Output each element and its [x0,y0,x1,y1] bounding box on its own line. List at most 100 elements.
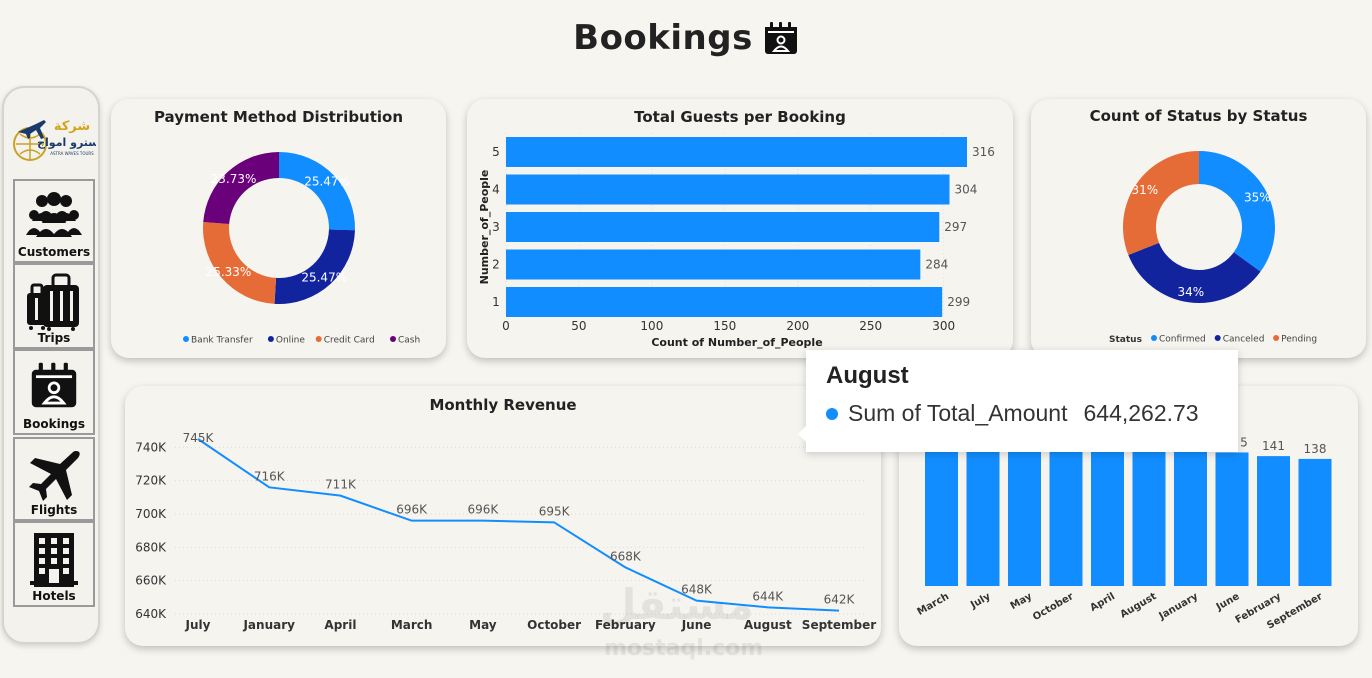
bar-guests-5 [506,137,967,167]
payment-method-card: Payment Method Distribution 25.47% 25.47%… [111,99,446,358]
bar-month-july [966,446,1000,586]
bar-month-october [1049,446,1083,586]
guests-chart-title: Total Guests per Booking [634,108,846,126]
legend-marker [267,336,274,342]
x-tick-label: 0 [502,319,510,333]
x-tick-label: June [681,618,712,632]
legend-marker [390,336,396,342]
x-tick-label: 300 [932,319,955,333]
payment-donut-chart: 25.47% 25.47% 25.33% 23.73% Bank Transfer Onl… [183,152,420,346]
chart-tooltip: August Sum of Total_Amount 644,262.73 [798,350,1238,452]
revenue-chart-title: Monthly Revenue [429,396,577,414]
line-data-label: 745K [183,431,215,445]
revenue-line [197,438,840,612]
status-chart-title: Count of Status by Status [1089,107,1308,125]
bar-month-september [1298,458,1332,586]
bar-guests-2 [506,249,921,280]
luggage-icon [27,273,79,331]
legend-item: Pending [1281,335,1317,345]
nav-hotels-label: Hotels [32,589,76,603]
nav-bookings-label: Bookings [22,417,85,431]
y-tick-label: 640K [135,607,167,621]
y-tick-label: 680K [135,540,167,554]
line-data-label: 644K [752,589,784,603]
company-logo: شركة أسترو امواج ASTRA WAVES TOURS [13,119,96,161]
line-data-label: 695K [539,504,571,518]
donut-slice-credit-card [203,221,277,304]
line-data-label: 716K [254,469,286,483]
x-tick-label: April [324,618,356,632]
y-tick-label: 1 [492,295,500,309]
nav-flights[interactable]: Flights [13,437,95,521]
x-axis-label: Count of Number_of_People [651,336,822,349]
status-donut-chart: 35% 34% 31% Status Confirmed Canceled Pending [1109,151,1317,345]
bar-data-label: 299 [947,295,970,309]
line-data-label: 696K [396,503,428,517]
legend-item: Online [276,336,305,346]
nav-customers[interactable]: Customers [13,179,95,263]
tooltip-measure: Sum of Total_Amount [848,400,1068,426]
tooltip-series-dot [826,407,838,420]
nav-flights-label: Flights [30,503,78,517]
people-group-icon [26,192,82,237]
x-tick-label: February [595,618,656,632]
donut-data-label: 31% [1131,183,1158,197]
nav-bookings[interactable]: Bookings [13,349,95,435]
line-data-label: 642K [824,593,856,607]
bar-data-label: 297 [944,220,967,234]
nav-trips[interactable]: Trips [13,263,95,349]
watermark-url: mostaql.com [604,636,764,661]
x-tick-label: June [1214,591,1242,614]
calendar-person-icon [764,22,797,54]
tooltip-month: August [826,362,909,389]
x-tick-label: April [1088,591,1117,614]
x-tick-label: January [1156,591,1200,623]
legend-item: Bank Transfer [191,336,253,346]
x-tick-label: 150 [713,319,736,333]
svg-text:أسترو امواج: أسترو امواج [37,135,96,150]
page-title: Bookings [0,18,1372,58]
nav-customers-label: Customers [17,245,91,259]
x-tick-label: October [527,618,581,632]
x-tick-label: August [1118,591,1158,621]
x-tick-label: 200 [786,319,809,333]
y-tick-label: 700K [135,507,167,521]
bar-month-april [1091,446,1124,586]
legend-title: Status [1109,335,1142,345]
watermark: مستقل [600,580,754,629]
nav-hotels[interactable]: Hotels [13,521,95,607]
tooltip-notch [798,426,806,442]
revenue-line-chart: 740K 720K 700K 680K 660K 640K 745K July 716K Janu… [135,431,876,632]
line-data-label: 668K [610,549,642,563]
bar-data-label: 5 [1240,435,1248,449]
bar-guests-4 [506,174,950,205]
x-tick-label: May [469,618,497,632]
x-tick-label: January [242,618,295,632]
nav-trips-label: Trips [37,331,71,345]
bar-data-label: 316 [972,145,995,159]
line-data-label: 696K [467,503,499,517]
donut-slice-confirmed [1199,151,1275,272]
bar-data-label: 284 [925,258,948,272]
line-data-label: 648K [681,583,713,597]
revenue-card: Monthly Revenue 740K 720K 700K 680K 660K 640K… [125,386,881,646]
x-tick-label: 50 [571,319,586,333]
x-tick-label: March [915,591,951,618]
legend-item: Canceled [1223,335,1265,345]
x-tick-label: May [1009,591,1035,612]
x-tick-label: 100 [640,319,663,333]
donut-slice-online [274,229,355,304]
calendar-person-icon [31,362,77,408]
y-tick-label: 4 [492,183,500,197]
building-icon [30,533,78,587]
legend-marker [1151,335,1157,341]
x-tick-label: September [802,618,876,632]
donut-data-label: 35% [1244,190,1271,204]
donut-data-label: 25.47% [304,174,350,188]
donut-data-label: 25.33% [206,265,252,279]
legend-item: Confirmed [1159,335,1206,345]
x-tick-label: July [185,618,211,632]
status-card: Count of Status by Status 35% 34% 31% Statu… [1031,99,1366,358]
svg-text:شركة: شركة [54,119,90,134]
